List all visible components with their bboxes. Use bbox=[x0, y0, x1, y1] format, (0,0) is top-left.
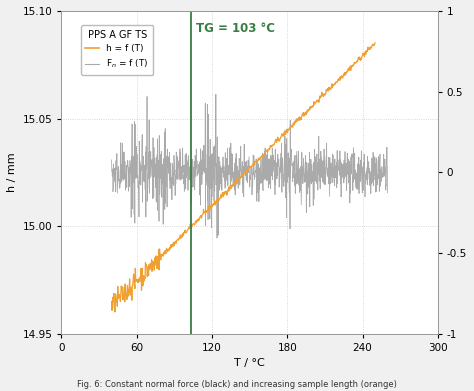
Text: TG = 103 °C: TG = 103 °C bbox=[196, 22, 274, 35]
Text: Fig. 6: Constant normal force (black) and increasing sample length (orange): Fig. 6: Constant normal force (black) an… bbox=[77, 380, 397, 389]
Legend: h = f (T), F$_n$ = f (T): h = f (T), F$_n$ = f (T) bbox=[81, 25, 153, 75]
Y-axis label: h / mm: h / mm bbox=[7, 152, 17, 192]
X-axis label: T / °C: T / °C bbox=[234, 359, 265, 368]
